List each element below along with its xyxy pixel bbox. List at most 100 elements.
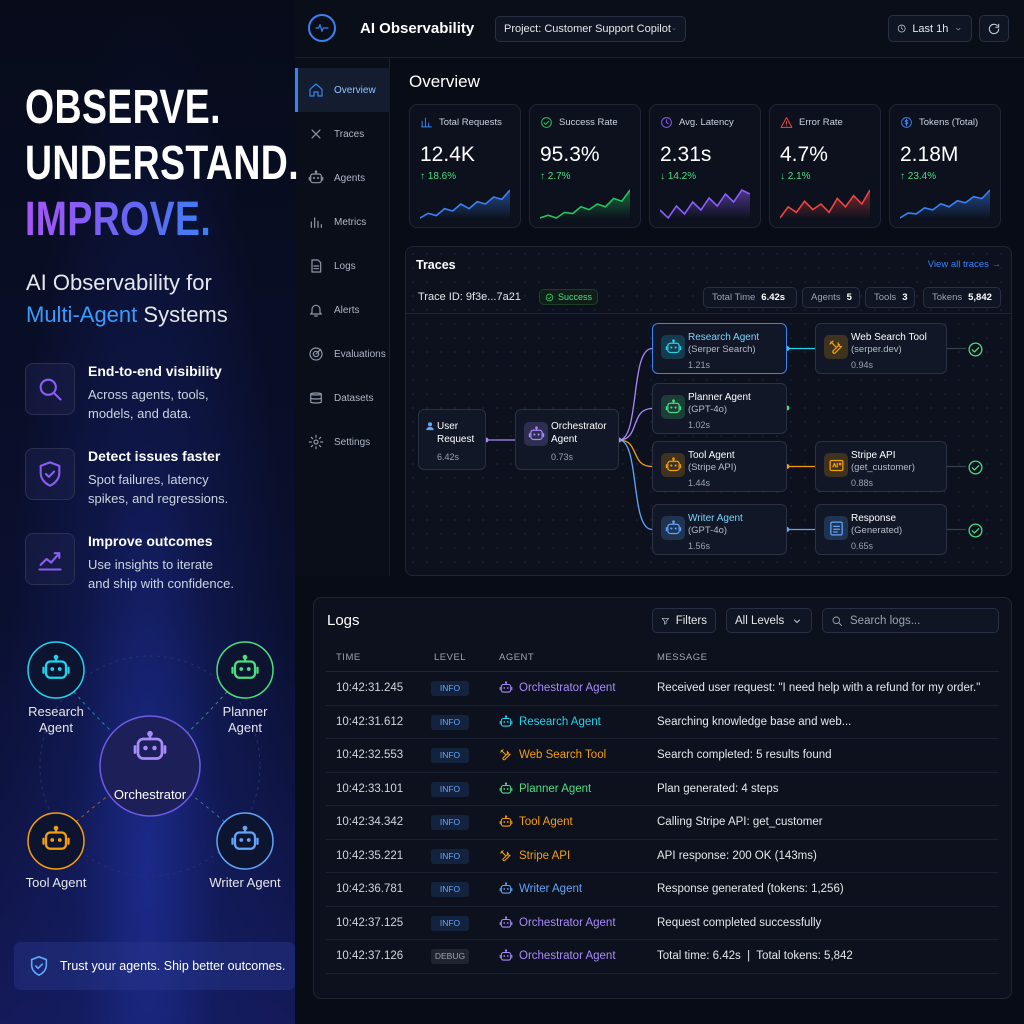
nav-item[interactable]: Evaluations xyxy=(295,332,390,376)
project-selector[interactable]: Project: Customer Support Copilot xyxy=(495,16,686,42)
shape xyxy=(828,339,836,347)
log-row[interactable]: 10:42:33.101 INFO Planner Agent Plan genera… xyxy=(326,773,999,806)
log-agent: Tool Agent xyxy=(519,816,573,828)
shape xyxy=(956,27,961,30)
shape xyxy=(504,949,508,952)
trace-node[interactable]: Writer Agent (GPT-4o) 1.56s xyxy=(652,504,787,555)
view-all-link[interactable]: View all traces → xyxy=(927,259,1001,270)
sparkline-area xyxy=(420,190,510,219)
shape xyxy=(831,341,842,354)
icon xyxy=(545,293,554,301)
log-agent: Planner Agent xyxy=(519,782,592,795)
shape xyxy=(216,641,274,699)
nav-item[interactable]: Settings xyxy=(295,420,390,464)
kpi-card: Error Rate 4.7% ↓ 2.1% xyxy=(769,104,881,228)
shape xyxy=(239,838,244,842)
icon xyxy=(528,425,544,440)
nav-item[interactable]: Metrics xyxy=(295,200,390,244)
log-row[interactable]: 10:42:37.125 INFO Orchestrator Agent Reques… xyxy=(326,907,999,940)
node-title: Web Search Tool xyxy=(851,332,927,343)
shape xyxy=(242,654,248,660)
node-subtitle: (GPT-4o) xyxy=(688,404,728,415)
shape xyxy=(503,821,506,823)
icon xyxy=(421,117,432,128)
nav-item[interactable]: Agents xyxy=(295,156,390,200)
trace-node[interactable]: User Request 6.42s xyxy=(418,409,486,470)
node-duration: 6.42s xyxy=(437,452,460,462)
shape xyxy=(242,825,248,831)
icon xyxy=(310,392,322,404)
diagram-agent-label: Writer Agent xyxy=(209,875,281,890)
log-row[interactable]: 10:42:31.612 INFO Research Agent Searching … xyxy=(326,706,999,739)
nav-item[interactable]: Alerts xyxy=(295,288,390,332)
diagram-center-label: Orchestrator xyxy=(113,787,187,802)
shape xyxy=(216,812,274,870)
log-row[interactable]: 10:42:35.221 INFO Stripe API API response: … xyxy=(326,840,999,873)
log-row[interactable]: 10:42:36.781 INFO Writer Agent Response gen… xyxy=(326,873,999,907)
node-title: Planner Agent xyxy=(688,392,751,403)
log-time: 10:42:37.125 xyxy=(336,916,404,929)
hero-subtitle: AI Observability for xyxy=(26,270,212,295)
kpi-header: Tokens (Total) xyxy=(900,116,978,129)
trace-stat-value: 5,842 xyxy=(968,292,992,303)
trace-node[interactable]: Planner Agent (GPT-4o) 1.02s xyxy=(652,383,787,434)
shape xyxy=(547,295,552,299)
icon xyxy=(499,949,513,961)
icon xyxy=(499,915,513,928)
kpi-value: 2.18M xyxy=(900,143,959,166)
trace-node[interactable]: Research Agent (Serper Search) 1.21s xyxy=(652,323,787,374)
nav-item[interactable]: Datasets xyxy=(295,376,390,420)
log-row[interactable]: 10:42:32.553 INFO Web Search Tool Search co… xyxy=(326,739,999,773)
feature-title: End-to-end visibility xyxy=(88,363,222,379)
shape xyxy=(317,177,319,179)
shape xyxy=(147,730,153,737)
filters-button[interactable]: Filters xyxy=(652,608,716,633)
shape xyxy=(674,345,677,349)
shape xyxy=(308,434,324,450)
trace-node[interactable]: Response (Generated) 0.65s xyxy=(815,504,947,555)
overview-title: Overview xyxy=(409,72,480,91)
icon xyxy=(499,882,513,894)
trace-node[interactable]: Stripe API (get_customer) 0.88s xyxy=(815,441,947,492)
search-box[interactable]: Search logs... xyxy=(822,608,999,633)
diagram-agent-label: Planner Agent xyxy=(222,704,268,735)
node-duration: 0.73s xyxy=(551,452,574,462)
icon xyxy=(901,117,912,128)
log-time: 10:42:31.245 xyxy=(336,682,404,694)
nav-label: Traces xyxy=(334,128,365,140)
log-agent: Orchestrator Agent xyxy=(519,682,616,694)
nav-item[interactable]: Logs xyxy=(295,244,390,288)
log-row[interactable]: 10:42:37.126 DEBUG Orchestrator Agent Total… xyxy=(326,940,999,974)
log-message: API response: 200 OK (143ms) xyxy=(657,849,817,862)
trace-stat: Total Time 6.42s xyxy=(703,287,797,308)
shape xyxy=(39,461,61,487)
shape xyxy=(500,683,512,693)
trace-stat-label: Agents xyxy=(811,292,841,303)
kpi-label: Error Rate xyxy=(799,117,843,128)
icon xyxy=(832,616,842,626)
nav-item[interactable]: Traces xyxy=(295,112,390,156)
refresh-button[interactable] xyxy=(979,15,1009,42)
project-label: Project: Customer Support Copilot xyxy=(504,23,671,35)
shape xyxy=(502,851,511,861)
icon xyxy=(828,339,842,354)
trace-node[interactable]: Orchestrator Agent 0.73s xyxy=(515,409,619,470)
log-row[interactable]: 10:42:34.342 INFO Tool Agent Calling Stripe… xyxy=(326,806,999,840)
icon xyxy=(311,259,322,273)
nav-item[interactable]: Overview xyxy=(295,68,390,112)
shape xyxy=(500,817,512,827)
level-filter[interactable]: All Levels xyxy=(726,608,812,633)
node-icon xyxy=(824,453,848,477)
trace-node[interactable]: Tool Agent (Stripe API) 1.44s xyxy=(652,441,787,492)
shape xyxy=(661,617,669,625)
shape xyxy=(832,616,842,626)
log-message: Received user request: "I need help with… xyxy=(657,682,981,694)
node-icon xyxy=(661,335,685,359)
sparkline-line xyxy=(780,189,870,219)
time-range[interactable]: Last 1h xyxy=(888,15,972,42)
trace-node[interactable]: Web Search Tool (serper.dev) 0.94s xyxy=(815,323,947,374)
node-title: Research Agent xyxy=(688,332,760,343)
icon xyxy=(42,825,70,850)
shape xyxy=(971,346,980,353)
log-row[interactable]: 10:42:31.245 INFO Orchestrator Agent Receiv… xyxy=(326,672,999,706)
